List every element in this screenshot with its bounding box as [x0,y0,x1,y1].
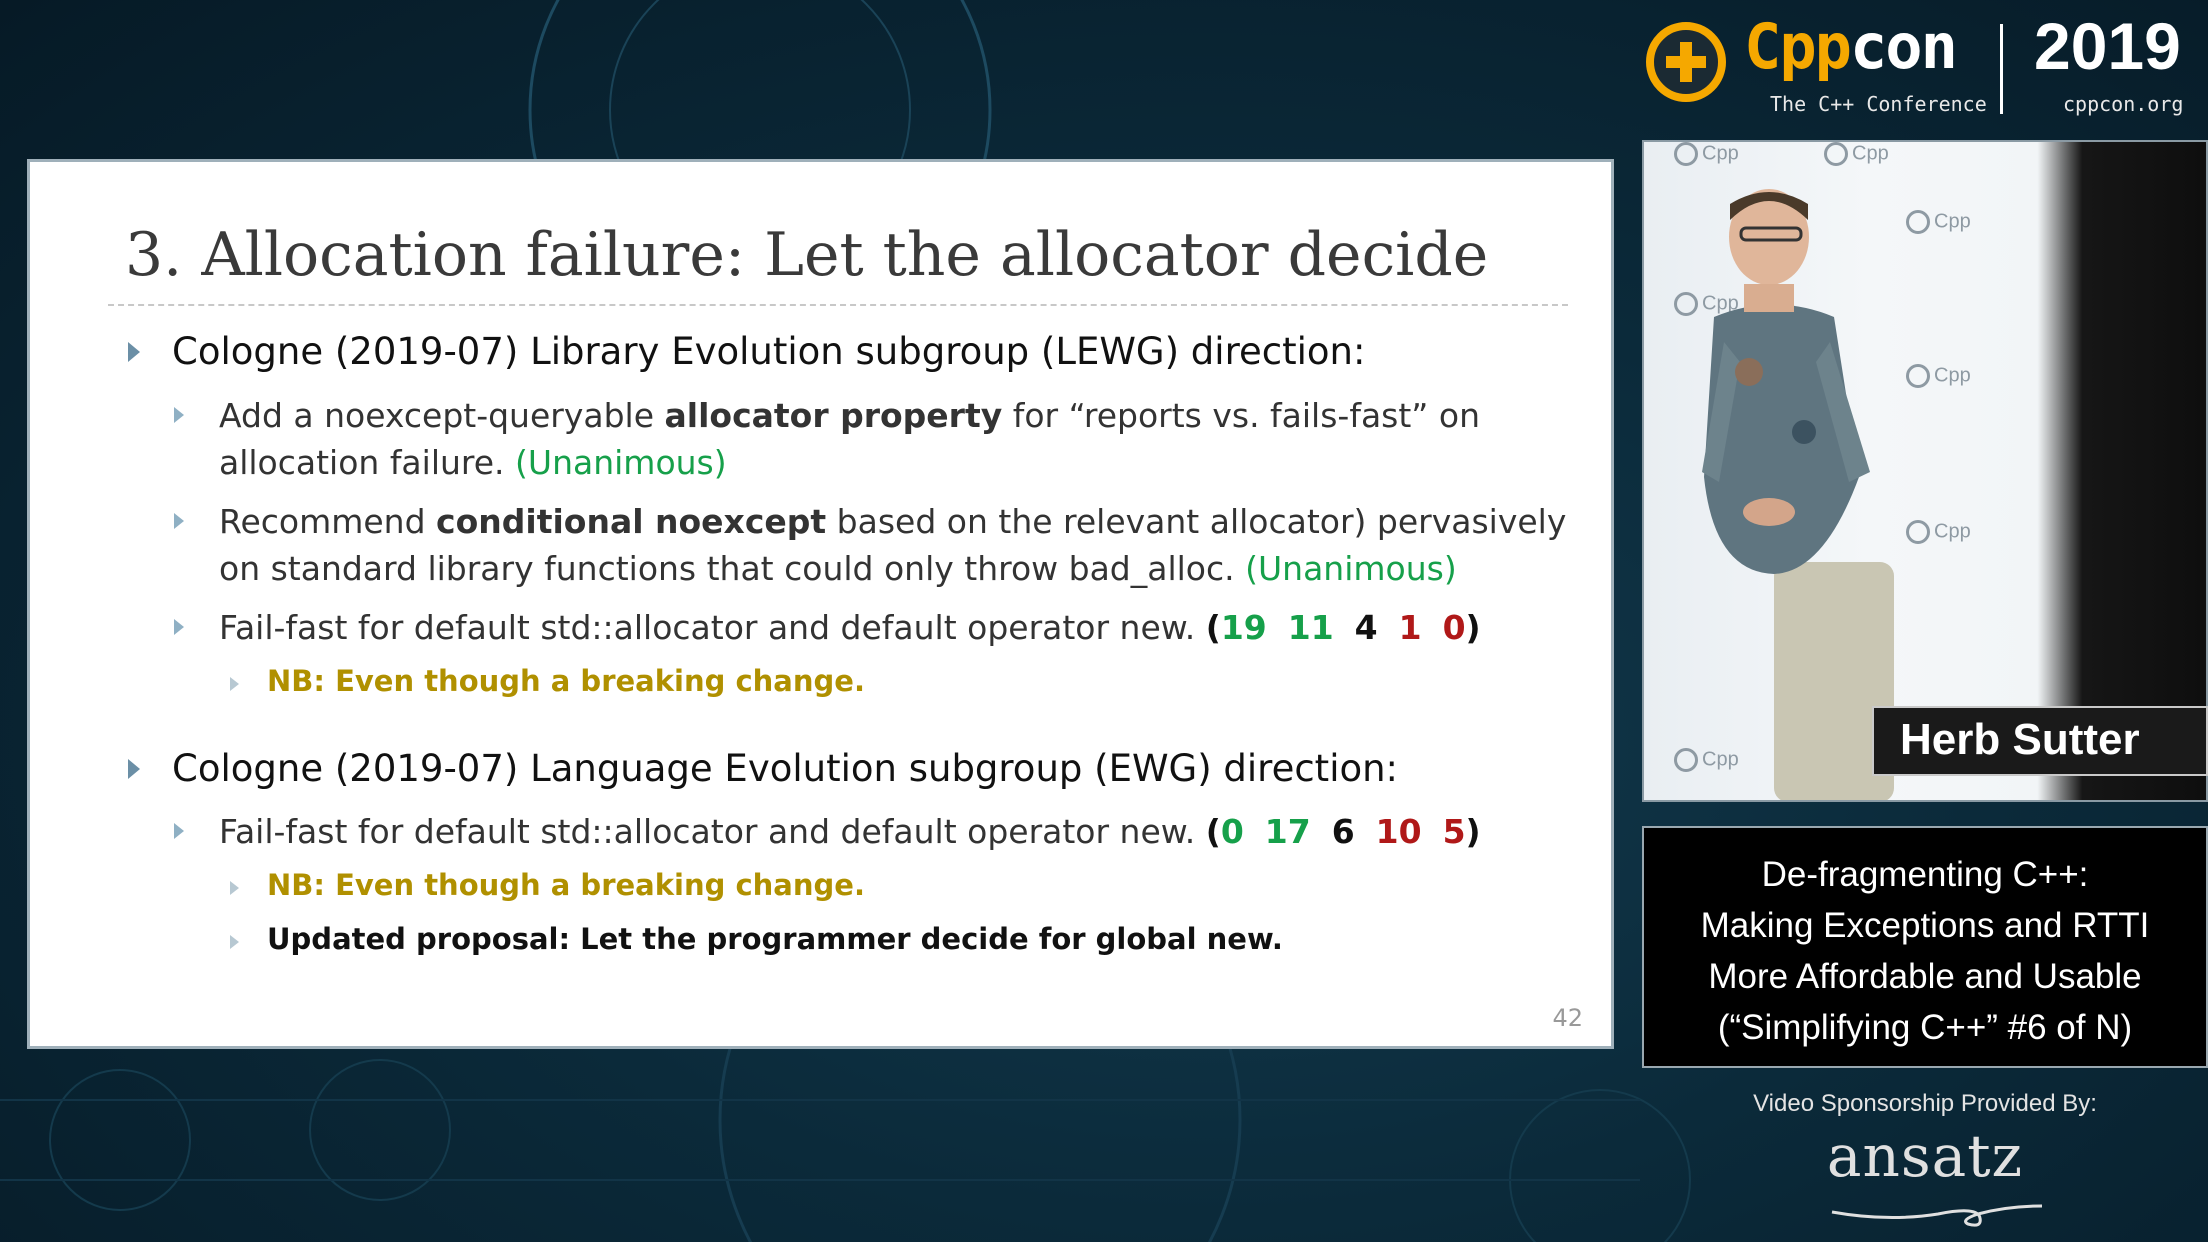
cpp-logo-icon [1824,142,1848,166]
talk-title-line: Making Exceptions and RTTI [1700,906,2150,945]
text-span: Fail-fast for default std::allocator and… [219,812,1206,851]
backdrop-logo: Cpp [1674,748,1739,772]
backdrop-text: Cpp [1702,292,1739,315]
backdrop-logo: Cpp [1674,292,1739,316]
vote-sf: 0 [1220,812,1244,851]
vote-a: 1 [1398,608,1422,647]
wordmark-con: con [1849,10,1958,83]
vote-paren: ) [1465,812,1481,851]
talk-title-line: (“Simplifying C++” #6 of N) [1717,1008,2133,1047]
bullet-arrow-icon [230,935,239,949]
emphasis: conditional noexcept [436,502,827,541]
bullet-arrow-icon [174,619,184,635]
vote-sa: 0 [1442,608,1466,647]
backdrop-logo: Cpp [1674,142,1739,166]
cppcon-wordmark: Cppcon [1744,10,1958,83]
presentation-slide: 3. Allocation failure: Let the allocator… [27,159,1614,1049]
backdrop-text: Cpp [1934,210,1971,233]
text-span: Recommend [219,502,437,541]
sponsor-logo: ansatz [1826,1122,2024,1190]
conference-url: cppcon.org [2063,92,2184,116]
sponsor-swash-icon [1831,1204,2043,1227]
backdrop-text: Cpp [1702,748,1739,771]
logo-divider [2000,24,2003,114]
title-divider [108,304,1568,306]
speaker-name-plate: Herb Sutter [1872,706,2208,776]
backdrop-logo: Cpp [1906,210,1971,234]
bullet-arrow-icon [128,342,140,362]
bullet-arrow-icon [230,881,239,895]
cppcon-plus-icon [1646,22,1726,102]
vote-result-unanimous: (Unanimous) [1245,549,1457,588]
talk-title-line: De-fragmenting C++: [1761,855,2089,894]
bullet-arrow-icon [174,407,184,423]
lewg-point-fail-fast: Fail-fast for default std::allocator and… [219,604,1481,651]
conference-year: 2019 [2034,9,2181,83]
lewg-point-allocator-property: Add a noexcept-queryable allocator prope… [219,392,1480,486]
text-span: allocation failure. [219,443,516,482]
backdrop-text: Cpp [1934,364,1971,387]
vote-n: 4 [1354,608,1378,647]
slide-title: 3. Allocation failure: Let the allocator… [125,220,1489,290]
backdrop-logo: Cpp [1906,520,1971,544]
text-span: for “reports vs. fails-fast” on [1002,396,1480,435]
talk-title-line: More Affordable and Usable [1708,957,2142,996]
wordmark-cpp: Cpp [1744,10,1852,83]
vote-n: 6 [1331,812,1355,851]
vote-sa: 5 [1442,812,1466,851]
vote-paren: ( [1205,608,1221,647]
cpp-logo-icon [1906,520,1930,544]
lewg-heading: Cologne (2019-07) Library Evolution subg… [172,330,1366,373]
vote-sf: 19 [1220,608,1267,647]
ewg-breaking-change-note: NB: Even though a breaking change. [267,868,865,902]
bullet-arrow-icon [128,759,140,779]
text-span: Add a noexcept-queryable [219,396,665,435]
vote-a: 10 [1375,812,1422,851]
text-span: Fail-fast for default std::allocator and… [219,608,1206,647]
vote-paren: ) [1465,608,1481,647]
backdrop-logo: Cpp [1824,142,1889,166]
vote-result-unanimous: (Unanimous) [515,443,727,482]
backdrop-text: Cpp [1934,520,1971,543]
slide-page-number: 42 [1552,1004,1583,1032]
bullet-arrow-icon [174,823,184,839]
cpp-logo-icon [1674,292,1698,316]
speaker-video: Cpp Cpp Cpp Cpp Cpp Cpp Cpp [1642,140,2208,802]
vote-f: 11 [1287,608,1334,647]
cpp-logo-icon [1674,748,1698,772]
backdrop-text: Cpp [1702,142,1739,165]
speaker-figure [1702,189,1894,800]
vote-f: 17 [1264,812,1311,851]
backdrop-text: Cpp [1852,142,1889,165]
lewg-point-conditional-noexcept: Recommend conditional noexcept based on … [219,498,1566,592]
text-span: on standard library functions that could… [219,549,1246,588]
ewg-point-fail-fast: Fail-fast for default std::allocator and… [219,808,1481,855]
conference-subtitle: The C++ Conference [1770,92,1987,116]
cpp-logo-icon [1906,364,1930,388]
ewg-heading: Cologne (2019-07) Language Evolution sub… [172,747,1399,790]
vote-paren: ( [1205,812,1221,851]
cppcon-logo: Cppcon The C++ Conference 2019 cppcon.or… [1646,9,2206,124]
backdrop-logo: Cpp [1906,364,1971,388]
ewg-updated-proposal: Updated proposal: Let the programmer dec… [267,922,1283,956]
cpp-logo-icon [1906,210,1930,234]
sponsor-label: Video Sponsorship Provided By: [1753,1090,2097,1117]
talk-title-box: De-fragmenting C++: Making Exceptions an… [1642,826,2208,1068]
text-span: based on the relevant allocator) pervasi… [826,502,1567,541]
emphasis: allocator property [664,396,1003,435]
cpp-logo-icon [1674,142,1698,166]
bullet-arrow-icon [174,513,184,529]
lewg-breaking-change-note: NB: Even though a breaking change. [267,664,865,698]
bullet-arrow-icon [230,677,239,691]
